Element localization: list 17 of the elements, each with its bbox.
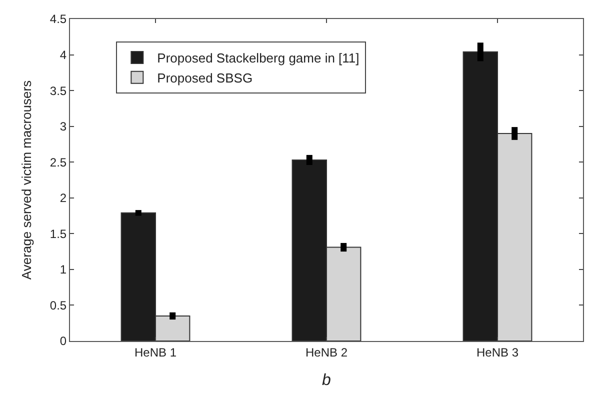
legend-label: Proposed SBSG: [157, 70, 253, 86]
y-tick-label: 4: [60, 48, 67, 62]
legend-label: Proposed Stackelberg game in [11]: [157, 50, 360, 66]
x-tick-label: HeNB 2: [305, 345, 348, 360]
y-tick-label: 4.5: [50, 12, 67, 26]
x-tick-label: HeNB 3: [476, 345, 519, 360]
y-tick-label: 2.5: [50, 155, 67, 170]
y-tick-label: 1.5: [50, 226, 67, 241]
x-axis-title: b: [322, 372, 332, 390]
x-tick-label: HeNB 1: [134, 345, 177, 360]
y-tick-label: 0: [60, 334, 67, 348]
y-tick-label: 3: [60, 120, 67, 134]
y-tick-label: 1: [60, 262, 67, 277]
y-tick-label: 3.5: [50, 84, 67, 98]
y-tick-label: 0.5: [50, 298, 67, 312]
y-axis-title: Average served victim macrousers: [18, 80, 34, 280]
y-tick-label: 2: [60, 191, 67, 206]
